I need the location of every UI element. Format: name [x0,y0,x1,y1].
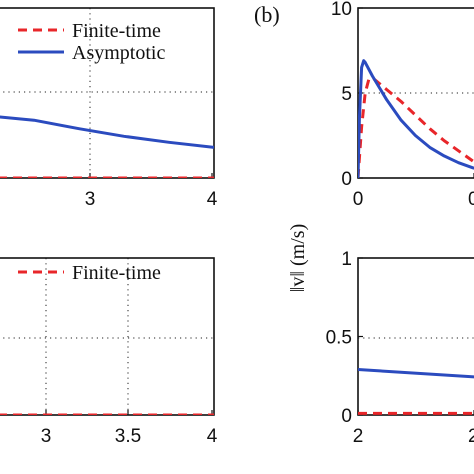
legend-label: Finite-time [72,20,161,42]
y-tick-label: 0.5 [326,328,352,349]
y-tick-label: 0 [341,406,352,427]
panel-label-b: (b) [254,2,280,27]
series-line-dashed [358,76,474,178]
y-tick-label: 10 [331,0,352,20]
x-tick-label: 2 [468,426,474,447]
legend-label: Finite-time [72,262,161,284]
x-tick-label: 2 [353,426,364,447]
x-tick-label: 3 [85,189,96,210]
series-line-asymptotic [0,115,214,149]
y-tick-label: 1 [341,249,352,270]
x-tick-label: 3 [41,426,52,447]
series-line-solid [358,368,474,379]
x-tick-label: 4 [207,189,218,210]
y-tick-label: 5 [341,84,352,105]
x-tick-label: 3.5 [115,426,141,447]
y-axis-label-b: ‖v‖ (m/s) [287,224,309,292]
panel-bottom-left: 3 3.5 4 Finite-time [0,257,218,447]
x-tick-label: 0 [468,189,474,210]
axes-frame [357,257,474,416]
legend-label: Asymptotic [72,42,165,64]
x-tick-label: 4 [207,426,218,447]
y-tick-label: 0 [341,169,352,190]
x-tick-label: 0 [353,189,364,210]
series-line-solid [358,59,474,178]
panel-bottom-right: 2 200.51 [326,249,474,447]
